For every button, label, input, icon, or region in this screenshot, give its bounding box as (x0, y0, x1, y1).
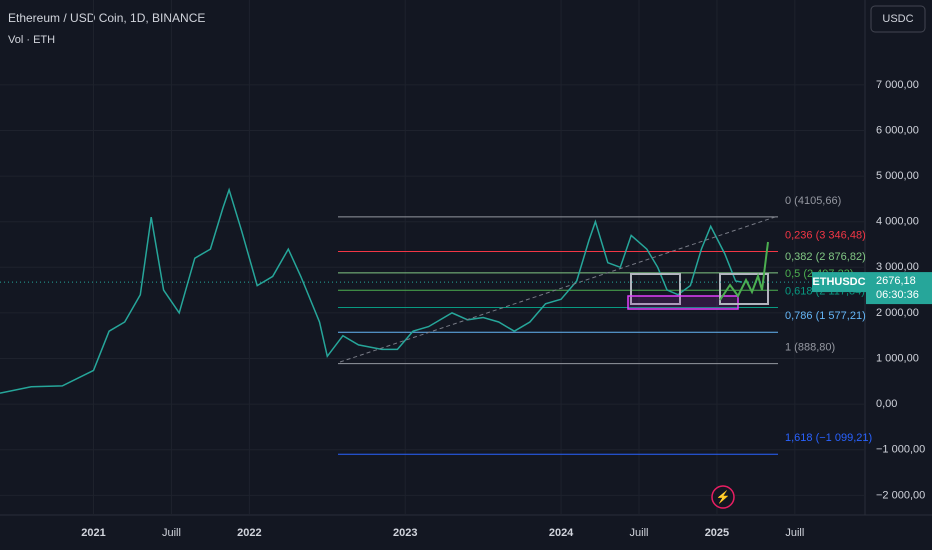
box-annotation (719, 273, 769, 305)
y-tick-label: 1 000,00 (876, 352, 919, 364)
y-tick-label: 5 000,00 (876, 170, 919, 182)
x-tick-label: Juill (785, 527, 804, 539)
fib-label: 0,382 (2 876,82) (785, 251, 866, 263)
fib-label: 0,786 (1 577,21) (785, 310, 866, 322)
fib-label: 1,618 (−1 099,21) (785, 432, 872, 444)
y-tick-label: 6 000,00 (876, 124, 919, 136)
event-icon-glyph[interactable]: ⚡ (716, 490, 731, 504)
price-line (0, 187, 743, 394)
y-tick-label: 4 000,00 (876, 216, 919, 228)
fib-label: 0,236 (3 346,48) (785, 229, 866, 241)
y-tick-label: 3 000,00 (876, 261, 919, 273)
fib-label: 0 (4105,66) (785, 195, 841, 207)
x-tick-label: Juill (630, 527, 649, 539)
projection (719, 241, 769, 301)
currency-button[interactable] (870, 5, 926, 33)
box-annotation (630, 273, 681, 305)
x-tick-label: 2023 (393, 527, 417, 539)
y-tick-label: 0,00 (876, 398, 897, 410)
box-annotation (627, 295, 739, 310)
y-tick-label: 2 000,00 (876, 307, 919, 319)
x-tick-label: 2022 (237, 527, 261, 539)
symbol-tag (812, 272, 866, 293)
y-tick-label: 7 000,00 (876, 79, 919, 91)
event-icon[interactable] (711, 485, 735, 509)
price-tag (866, 272, 932, 305)
chart-title: Ethereum / USD Coin, 1D, BINANCE (8, 11, 205, 25)
countdown: 06:30:36 (876, 289, 919, 301)
x-tick-label: Juill (162, 527, 181, 539)
currency-label[interactable]: USDC (882, 13, 913, 25)
subtitle: Vol · ETH (8, 34, 55, 46)
y-tick-label: −2 000,00 (876, 489, 925, 501)
x-tick-label: 2021 (81, 527, 105, 539)
fib-label: 1 (888,80) (785, 342, 835, 354)
x-tick-label: 2025 (705, 527, 729, 539)
price-label: 2676,18 (876, 275, 916, 287)
y-tick-label: −1 000,00 (876, 444, 925, 456)
x-tick-label: 2024 (549, 527, 574, 539)
symbol-label: ETHUSDC (812, 276, 865, 288)
